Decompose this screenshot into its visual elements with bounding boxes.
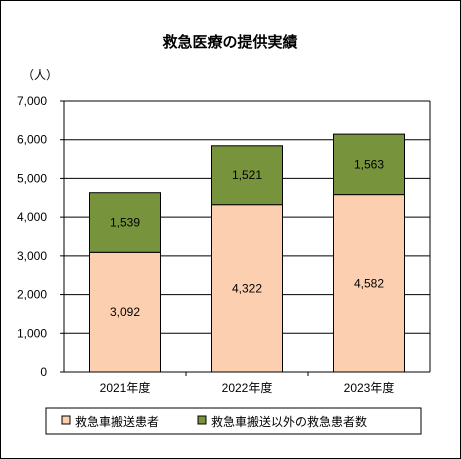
legend-swatch (197, 415, 207, 425)
y-tick-label: 6,000 (17, 133, 47, 147)
data-label: 3,092 (110, 305, 140, 319)
legend-swatch (61, 415, 71, 425)
y-tick-label: 0 (40, 365, 47, 379)
y-tick-label: 3,000 (17, 249, 47, 263)
bar-segment (211, 204, 283, 373)
bar-segment (333, 133, 405, 196)
x-tick-label: 2021年度 (100, 380, 151, 395)
data-label: 1,539 (110, 216, 140, 230)
bar-segment (89, 192, 161, 253)
x-tick-label: 2023年度 (344, 380, 395, 395)
y-tick-label: 5,000 (17, 171, 47, 185)
y-tick-label: 2,000 (17, 288, 47, 302)
data-label: 4,582 (354, 276, 384, 290)
y-tick-label: 1,000 (17, 326, 47, 340)
bar-segment (333, 194, 405, 373)
data-label: 1,521 (232, 168, 262, 182)
legend-box (45, 407, 422, 435)
x-tick-label: 2022年度 (222, 380, 273, 395)
chart-title: 救急医療の提供実績 (162, 33, 297, 51)
bar-segment (89, 251, 161, 373)
y-tick-label: 4,000 (17, 210, 47, 224)
data-label: 4,322 (232, 281, 262, 295)
y-tick-label: 7,000 (17, 94, 47, 108)
y-axis-unit-label: （人） (22, 68, 58, 82)
legend-label: 救急車搬送患者 (75, 414, 159, 429)
legend-label: 救急車搬送以外の救急患者数 (211, 414, 367, 429)
bar-segment (211, 145, 283, 206)
data-label: 1,563 (354, 157, 384, 171)
